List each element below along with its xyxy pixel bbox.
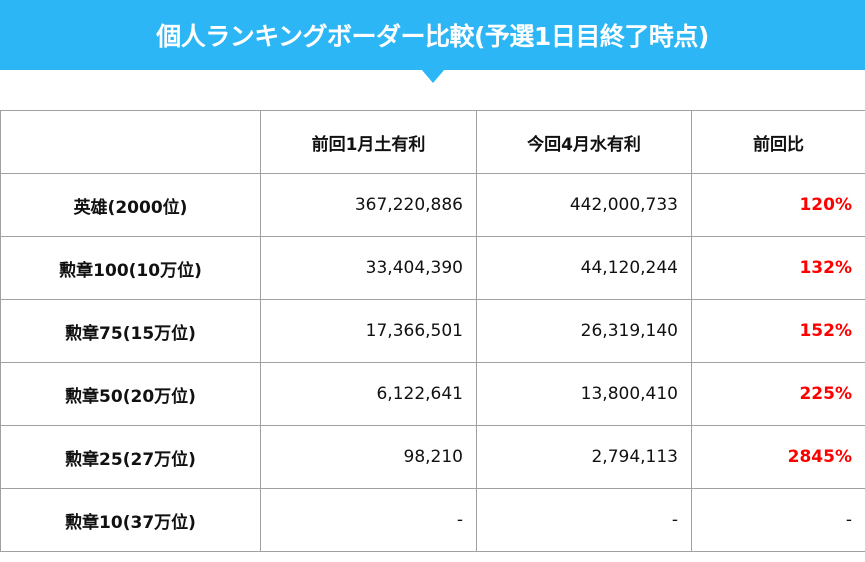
rank-label: 勲章50(20万位) (0, 362, 261, 426)
current-value: 442,000,733 (476, 173, 692, 237)
table-row: 勲章10(37万位) - - - (0, 488, 865, 552)
ratio-value: 152% (691, 299, 865, 363)
table-row: 勲章100(10万位) 33,404,390 44,120,244 132% (0, 236, 865, 300)
rank-label: 勲章25(27万位) (0, 425, 261, 489)
column-header-rank (0, 110, 261, 174)
rank-label: 勲章75(15万位) (0, 299, 261, 363)
ratio-value: 120% (691, 173, 865, 237)
table-header-row: 前回1月土有利 今回4月水有利 前回比 (0, 110, 865, 174)
rank-label: 勲章10(37万位) (0, 488, 261, 552)
rank-label: 英雄(2000位) (0, 173, 261, 237)
current-value: 26,319,140 (476, 299, 692, 363)
column-header-previous: 前回1月土有利 (260, 110, 477, 174)
previous-value: 6,122,641 (260, 362, 477, 426)
current-value: 44,120,244 (476, 236, 692, 300)
title-banner: 個人ランキングボーダー比較(予選1日目終了時点) (0, 0, 865, 70)
ratio-value: - (691, 488, 865, 552)
previous-value: - (260, 488, 477, 552)
rank-label: 勲章100(10万位) (0, 236, 261, 300)
page-title: 個人ランキングボーダー比較(予選1日目終了時点) (156, 22, 709, 51)
previous-value: 367,220,886 (260, 173, 477, 237)
table-row: 英雄(2000位) 367,220,886 442,000,733 120% (0, 173, 865, 237)
column-header-ratio: 前回比 (691, 110, 865, 174)
previous-value: 33,404,390 (260, 236, 477, 300)
ratio-value: 132% (691, 236, 865, 300)
current-value: - (476, 488, 692, 552)
table-row: 勲章50(20万位) 6,122,641 13,800,410 225% (0, 362, 865, 426)
column-header-current: 今回4月水有利 (476, 110, 692, 174)
current-value: 13,800,410 (476, 362, 692, 426)
current-value: 2,794,113 (476, 425, 692, 489)
table-row: 勲章75(15万位) 17,366,501 26,319,140 152% (0, 299, 865, 363)
ratio-value: 2845% (691, 425, 865, 489)
table-row: 勲章25(27万位) 98,210 2,794,113 2845% (0, 425, 865, 489)
ratio-value: 225% (691, 362, 865, 426)
previous-value: 17,366,501 (260, 299, 477, 363)
previous-value: 98,210 (260, 425, 477, 489)
ranking-border-table: 前回1月土有利 今回4月水有利 前回比 英雄(2000位) 367,220,88… (0, 110, 865, 552)
banner-pointer-arrow (421, 69, 445, 83)
